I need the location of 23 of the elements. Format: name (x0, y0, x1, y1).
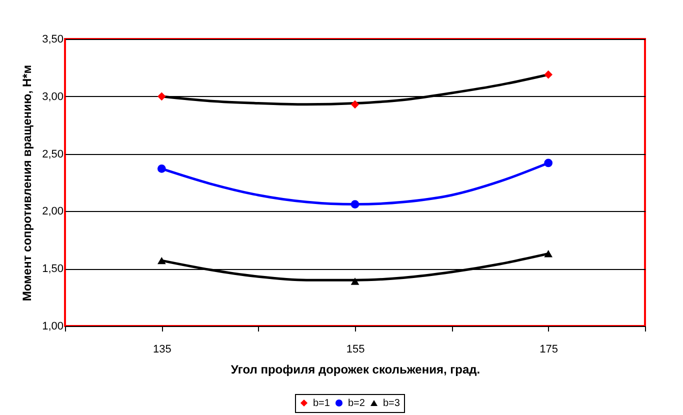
x-tick-label: 175 (540, 344, 558, 356)
point (350, 278, 360, 285)
point (544, 158, 553, 168)
y-tick-label: 2,50 (42, 148, 64, 160)
point (350, 100, 360, 109)
y-tick-label: 3,50 (42, 34, 64, 46)
y-axis-title: Момент сопротивления вращению, Н*м (20, 64, 34, 302)
point (544, 70, 553, 79)
legend-label: b=2 (348, 398, 366, 409)
y-tick-label: 1,00 (42, 320, 64, 332)
x-axis-title: Угол профиля дорожек скольжения, град. (230, 362, 480, 376)
y-tick-label: 1,50 (42, 263, 64, 276)
point (157, 92, 166, 101)
y-tick-label: 3,00 (42, 90, 64, 103)
x-tick-label: 155 (346, 344, 365, 356)
x-tick-label: 135 (152, 344, 172, 356)
legend-label: b=1 (313, 398, 330, 409)
point (157, 256, 166, 264)
legend-label: b=3 (383, 398, 400, 409)
point (544, 250, 553, 258)
point (157, 164, 166, 173)
point (350, 200, 360, 208)
y-tick-label: 2,00 (42, 206, 64, 218)
